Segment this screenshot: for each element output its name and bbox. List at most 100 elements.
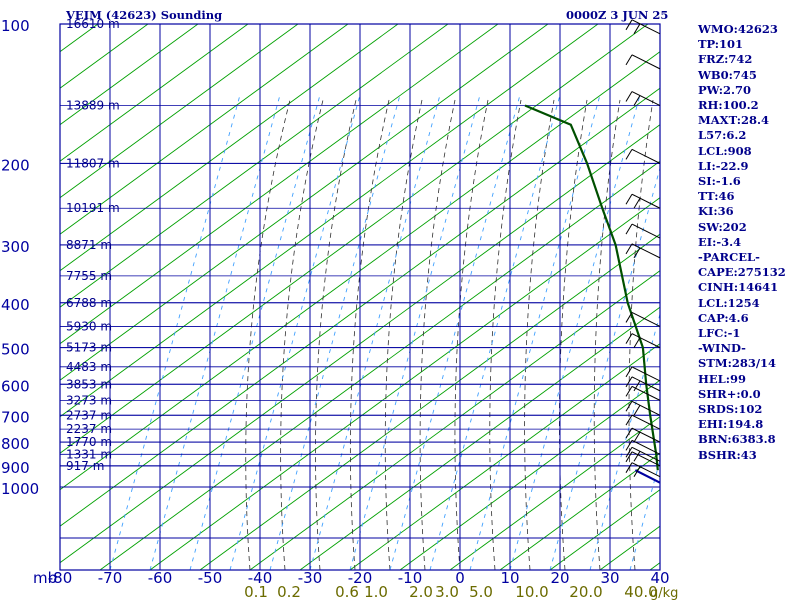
temperature-tick-label: -80: [48, 569, 73, 587]
sounding-index-item: LCL:908: [698, 143, 752, 158]
wind-barb: [625, 414, 661, 430]
dry-adiabat-line: [60, 24, 149, 89]
temperature-line: [663, 24, 688, 470]
sounding-index-item: RH:100.2: [698, 98, 759, 113]
mixing-ratio-line: [509, 94, 641, 570]
wind-barb: [625, 91, 661, 106]
mixing-ratio-line: [589, 312, 660, 570]
height-label: 16610 m: [66, 17, 120, 31]
dry-adiabat-line: [60, 24, 649, 454]
sounding-index-item: -PARCEL-: [698, 250, 760, 265]
wind-barb: [625, 333, 661, 349]
mixing-ratio-label: 0.6: [335, 583, 359, 600]
moist-adiabat-line: [280, 99, 324, 570]
wind-barb-flag: [633, 380, 641, 392]
wind-barb-staff: [631, 366, 661, 382]
mixing-ratio-line: [549, 166, 660, 570]
wind-barb-staff: [631, 439, 661, 455]
dry-adiabat-line: [60, 24, 449, 308]
grid: [59, 23, 661, 571]
sounding-index-item: CINH:14641: [698, 280, 779, 295]
wind-barb-staff: [631, 91, 661, 106]
dry-adiabat-line: [60, 51, 660, 491]
wind-barb: [625, 366, 661, 382]
wind-barb: [625, 311, 661, 327]
wind-barb-flag: [625, 440, 633, 451]
dry-adiabat-line: [299, 306, 660, 570]
x-axis-unit-label: mb: [33, 569, 57, 587]
mixing-ratio-line: [309, 94, 441, 570]
wind-barb-flag: [625, 376, 633, 388]
dry-adiabat-line: [349, 343, 660, 570]
wind-barb-flag: [625, 333, 633, 344]
sounding-index-item: TP:101: [698, 37, 744, 52]
wind-barb-staff: [631, 376, 661, 392]
temperature-tick-label: 20: [550, 569, 569, 587]
dry-adiabat-line: [60, 124, 660, 564]
pressure-tick-label: 1000: [1, 480, 39, 498]
sounding-index-item: SHR+:0.0: [698, 386, 761, 401]
dewpoint-line: [524, 104, 659, 471]
mixing-ratio-line: [469, 94, 601, 570]
pressure-tick-label: 800: [1, 435, 30, 453]
mixing-ratio-line: [429, 94, 561, 570]
moist-adiabat-line: [593, 99, 621, 570]
mixing-ratio-label: 0.1: [244, 583, 268, 600]
wind-barb-staff: [631, 19, 661, 35]
mixing-ratio-line: [109, 94, 241, 570]
mixing-ratio-label: 5.0: [469, 583, 493, 600]
wind-barb-staff: [631, 193, 661, 209]
sounding-index-item: SRDS:102: [698, 402, 763, 417]
height-label: 11807 m: [66, 156, 120, 170]
dry-adiabat-line: [249, 270, 660, 570]
wind-barb-flag: [625, 447, 633, 458]
height-label: 8871 m: [66, 238, 112, 252]
pressure-tick-label: 900: [1, 459, 30, 477]
height-label: 13889 m: [66, 99, 120, 113]
wind-barb-flag: [633, 197, 641, 209]
pressure-tick-label: 200: [1, 156, 30, 174]
sounding-index-item: LFC:-1: [698, 326, 741, 341]
wind-barb: [625, 451, 661, 467]
mixing-ratio-label: 0.2: [277, 583, 301, 600]
mixing-ratio-line: [269, 94, 401, 570]
mixing-ratio-line: [349, 94, 481, 570]
sounding-index-item: WB0:745: [698, 67, 757, 82]
moist-adiabat-line: [384, 99, 423, 570]
wind-barb-flag: [633, 95, 641, 106]
wind-barb: [625, 54, 661, 70]
sounding-index-item: EI:-3.4: [698, 234, 742, 249]
sounding-index-item: FRZ:742: [698, 52, 753, 67]
wind-barb-staff: [631, 243, 661, 259]
mixing-ratio-line: [629, 458, 660, 570]
wind-barb-flag: [633, 23, 641, 35]
wind-barb-flag: [633, 247, 641, 259]
wind-barb-staff: [631, 462, 661, 478]
sounding-index-item: SW:202: [698, 219, 747, 234]
wind-barb: [625, 193, 661, 209]
sounding-index-item: LCL:1254: [698, 295, 760, 310]
height-label: 3853 m: [66, 377, 112, 391]
dry-adiabat-line: [60, 24, 549, 381]
mixing-ratio-label: 1.0: [364, 583, 388, 600]
mixing-ratio-line: [149, 94, 281, 570]
wind-barb: [625, 243, 661, 259]
dry-adiabat-line: [149, 197, 660, 570]
temperature-tick-label: -50: [198, 569, 223, 587]
dry-adiabats: [60, 24, 660, 570]
sounding-series: [524, 24, 688, 484]
height-label: 2237 m: [66, 422, 112, 436]
moist-adiabat-line: [559, 99, 588, 570]
wind-barbs: [625, 19, 661, 478]
dry-adiabat-line: [99, 160, 660, 570]
sounding-index-item: MAXT:28.4: [698, 113, 769, 128]
wind-barb: [625, 19, 661, 35]
sounding-index-item: LI:-22.9: [698, 158, 749, 173]
sounding-indices-panel: WMO:42623 TP:101 FRZ:742 WB0:745 PW:2.70 RH:1…: [698, 22, 800, 463]
mixing-ratio-label: 40.0: [624, 583, 657, 600]
sounding-index-item: PW:2.70: [698, 82, 752, 97]
wind-barb-flag: [625, 193, 633, 205]
moist-adiabat-line: [664, 100, 686, 570]
